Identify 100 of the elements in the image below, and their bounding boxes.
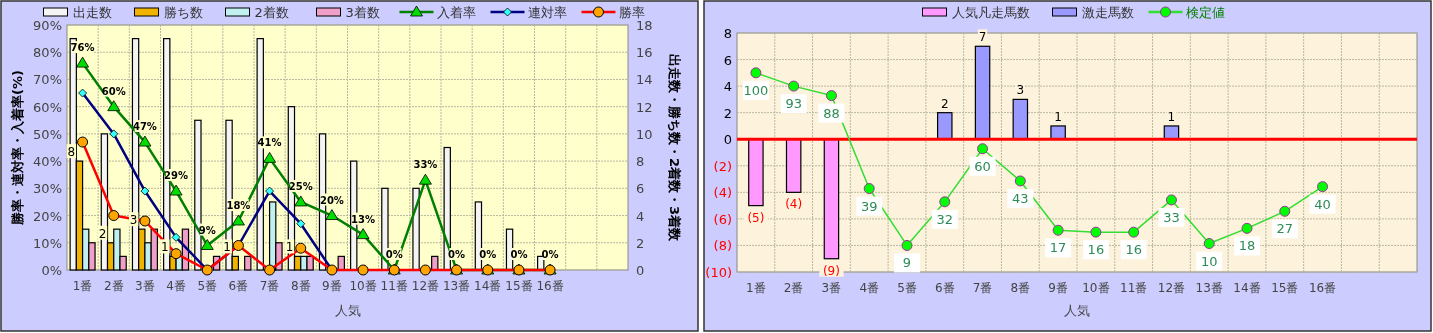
y2-tick-label: 16 [636,45,653,61]
x-tick-label: 10番 [349,279,377,293]
y-tick-label: 10% [33,235,62,251]
x-tick-label: 11番 [1120,281,1148,295]
x-tick-label: 6番 [228,279,249,293]
y-tick-label: 40% [33,154,62,170]
x-tick-label: 11番 [380,279,408,293]
y-tick-label: 6 [723,52,732,68]
y-tick-label: (8) [713,238,732,254]
legend-label: 連対率 [527,5,567,20]
data-label: 1 [1167,109,1176,124]
data-label: 93 [785,96,802,112]
x-tick-label: 4番 [859,281,880,295]
data-label: 2 [940,96,949,111]
legend-label: 入着率 [436,5,476,20]
data-label: 0% [479,249,497,260]
y2-tick-label: 18 [636,18,653,33]
y-tick-label: 0 [723,132,732,148]
data-label: 60% [101,85,126,97]
y2-tick-label: 6 [636,181,645,197]
y-tick-label: (6) [713,211,732,227]
data-label: (4) [785,197,803,212]
y-tick-label: 50% [33,126,62,142]
y2-axis-title: 出走数・勝ち数・2着数・3着数 [667,53,682,243]
x-tick-label: 8番 [1010,281,1031,295]
data-label: 9% [198,224,216,236]
y-tick-label: 30% [33,181,62,197]
y2-tick-label: 8 [636,154,645,170]
data-label: 1 [223,240,231,255]
data-label: 13% [351,213,376,225]
x-tick-label: 13番 [442,279,471,293]
y-tick-label: 2 [723,105,732,121]
y-axis-title: 勝率・連対率・入着率(%) [10,70,25,226]
x-tick-label: 1番 [746,281,766,295]
data-label: 88 [823,105,840,121]
data-label: 9 [902,255,912,271]
data-label: 33% [413,159,438,171]
data-label: 18 [1238,238,1256,254]
legend-label: 人気凡走馬数 [951,5,1030,20]
data-label: 7 [978,30,987,45]
x-tick-label: 12番 [411,279,440,293]
data-label: 33 [1163,209,1180,225]
data-label: 60 [974,158,991,174]
y2-tick-label: 4 [636,208,645,224]
x-tick-label: 13番 [1195,281,1223,295]
data-label: 47% [132,121,157,133]
x-axis-title: 人気 [334,303,361,318]
legend-label: 2着数 [254,5,289,20]
data-label: 76% [70,42,95,54]
y2-tick-label: 2 [636,235,645,251]
y-tick-label: 80% [33,45,62,61]
y-tick-label: 70% [33,72,62,88]
x-tick-label: 3番 [135,279,155,293]
y-tick-label: 0% [41,263,62,278]
x-tick-label: 5番 [197,279,218,293]
x-tick-label: 10番 [1082,281,1110,295]
data-label: 0% [448,249,466,260]
y2-tick-label: 0 [636,263,645,278]
legend-label: 3着数 [345,5,380,20]
x-tick-label: 15番 [1271,281,1299,295]
y-tick-label: 8 [723,26,732,41]
data-label: 29% [164,170,189,182]
data-label: 2 [98,226,107,241]
x-tick-label: 16番 [536,279,564,293]
x-tick-label: 2番 [783,281,804,295]
x-tick-label: 7番 [259,279,280,293]
data-label: 16 [1125,242,1142,258]
y-tick-label: (2) [713,158,732,174]
x-tick-label: 2番 [103,279,124,293]
x-tick-label: 9番 [322,279,342,293]
x-tick-label: 15番 [505,279,533,293]
data-label: 8 [67,145,76,160]
data-label: 0% [541,249,559,260]
x-tick-label: 6番 [934,281,955,295]
data-label: 1 [161,240,169,255]
data-label: (9) [822,263,840,278]
y-tick-label: 90% [33,18,62,33]
data-label: 0% [510,249,528,260]
data-label: 0% [385,249,403,260]
data-label: 3 [1016,83,1025,98]
data-label: 10 [1200,253,1218,269]
legend-label: 激走馬数 [1081,5,1134,20]
x-tick-label: 3番 [821,281,842,295]
y2-tick-label: 12 [636,99,653,115]
data-label: 16 [1087,242,1105,258]
data-label: 25% [288,180,313,192]
legend-label: 出走数 [72,5,112,20]
x-tick-label: 8番 [290,279,311,293]
y-tick-label: (10) [705,265,732,280]
y2-tick-label: 14 [636,72,653,88]
legend-label: 勝率 [618,5,645,20]
x-tick-label: 9番 [1048,281,1068,295]
x-axis-title: 人気 [1064,303,1090,318]
y-tick-label: (4) [713,185,732,201]
legend-label: 勝ち数 [163,5,203,20]
y-tick-label: 4 [723,79,732,95]
data-label: 3 [129,213,138,228]
x-tick-label: 16番 [1308,281,1337,295]
x-tick-label: 4番 [166,279,186,293]
x-tick-label: 14番 [474,279,502,293]
